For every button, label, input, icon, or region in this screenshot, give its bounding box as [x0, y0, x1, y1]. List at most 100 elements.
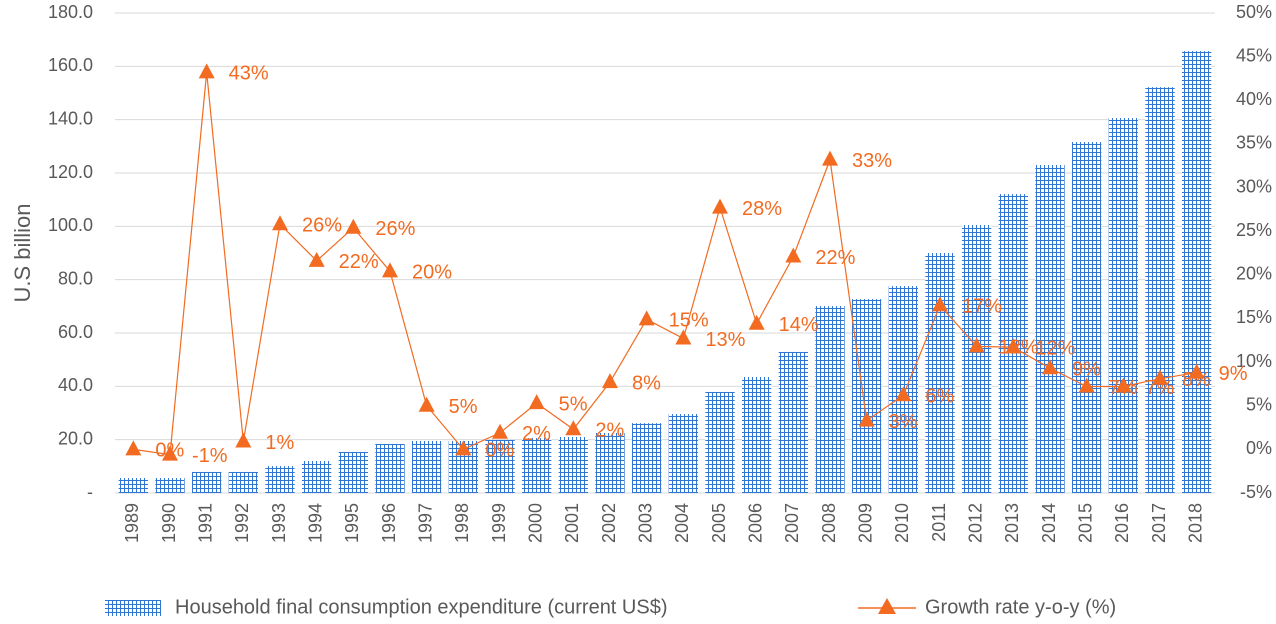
- y-tick-label: -: [87, 482, 93, 502]
- growth-marker: [198, 63, 215, 79]
- x-tick-label: 1994: [305, 503, 325, 543]
- bar: [1072, 142, 1102, 494]
- x-tick-label: 2009: [855, 503, 875, 543]
- y2-tick-label: 25%: [1236, 220, 1272, 240]
- growth-marker: [1188, 363, 1205, 379]
- x-tick-label: 2014: [1039, 503, 1059, 543]
- bar: [412, 441, 442, 493]
- bar: [558, 437, 588, 493]
- growth-marker: [858, 411, 875, 427]
- growth-marker: [932, 296, 948, 312]
- data-label: -1%: [192, 445, 228, 467]
- y2-tick-label: 10%: [1236, 351, 1272, 371]
- bar: [228, 471, 258, 493]
- x-tick-label: 2004: [672, 503, 692, 543]
- growth-marker: [345, 218, 362, 234]
- growth-marker: [895, 386, 912, 402]
- y2-tick-label: 5%: [1246, 394, 1272, 414]
- growth-marker: [528, 394, 545, 410]
- data-label: 22%: [815, 247, 855, 269]
- y-tick-label: 100.0: [48, 215, 93, 235]
- growth-marker: [418, 396, 435, 412]
- growth-marker: [272, 215, 288, 231]
- growth-marker: [638, 310, 655, 326]
- x-tick-label: 1990: [159, 503, 179, 543]
- data-label: 2%: [522, 423, 551, 445]
- x-tick-label: 1993: [269, 503, 289, 543]
- data-label: 9%: [1219, 363, 1248, 385]
- x-tick-label: 2000: [525, 503, 545, 543]
- x-tick-label: 2011: [929, 503, 949, 542]
- x-tick-label: 1995: [342, 503, 362, 543]
- x-tick-label: 2005: [709, 503, 729, 543]
- bar: [1182, 51, 1212, 494]
- bar: [705, 391, 735, 493]
- growth-marker: [712, 198, 728, 214]
- x-tick-label: 2008: [819, 503, 839, 543]
- y2-tick-label: 45%: [1236, 45, 1272, 65]
- data-label: 8%: [632, 372, 661, 394]
- bar: [962, 225, 992, 493]
- data-label: 12%: [1035, 338, 1075, 360]
- bar: [155, 478, 185, 493]
- legend-label: Growth rate y-o-y (%): [925, 596, 1116, 618]
- bar: [1035, 165, 1065, 493]
- growth-marker: [822, 150, 838, 166]
- bar: [925, 253, 955, 493]
- y-axis-label: U.S billion: [10, 203, 35, 302]
- y2-tick-label: 20%: [1236, 264, 1272, 284]
- y-tick-label: 160.0: [48, 55, 93, 75]
- bar: [375, 443, 405, 493]
- bar: [815, 306, 845, 493]
- growth-marker: [968, 337, 985, 353]
- bar: [265, 466, 295, 493]
- y-tick-label: 80.0: [58, 268, 93, 288]
- x-tick-label: 1999: [489, 503, 509, 543]
- x-tick-label: 1992: [232, 503, 252, 543]
- data-label: 17%: [962, 296, 1002, 318]
- x-tick-label: 1997: [415, 503, 435, 543]
- data-label: 1%: [265, 432, 294, 454]
- y-tick-label: 40.0: [58, 375, 93, 395]
- x-tick-label: 1998: [452, 503, 472, 543]
- x-tick-label: 1991: [195, 503, 215, 543]
- data-label: 7%: [1145, 377, 1174, 399]
- data-label: 5%: [559, 393, 588, 415]
- x-tick-label: 2003: [635, 503, 655, 543]
- data-label: 5%: [449, 396, 478, 418]
- growth-marker: [382, 262, 398, 278]
- data-label: 28%: [742, 198, 782, 220]
- data-label: 3%: [889, 411, 918, 433]
- growth-marker: [675, 329, 692, 345]
- y2-tick-label: 40%: [1236, 89, 1272, 109]
- growth-marker: [1005, 338, 1022, 354]
- growth-marker: [1078, 377, 1095, 393]
- bar: [338, 451, 368, 493]
- y2-tick-label: 30%: [1236, 176, 1272, 196]
- data-label: 2%: [595, 420, 624, 442]
- bar: [632, 423, 662, 493]
- growth-marker: [162, 445, 178, 461]
- bar: [485, 439, 515, 493]
- y2-tick-label: 15%: [1236, 307, 1272, 327]
- x-tick-label: 2015: [1075, 503, 1095, 543]
- x-tick-label: 2007: [782, 503, 802, 543]
- bar: [668, 414, 698, 493]
- x-tick-label: 2010: [892, 503, 912, 543]
- y-tick-label: 180.0: [48, 2, 93, 22]
- data-label: 15%: [669, 310, 709, 332]
- y2-tick-label: -5%: [1240, 482, 1272, 502]
- x-tick-label: 2016: [1112, 503, 1132, 543]
- x-tick-label: 2006: [745, 503, 765, 543]
- x-tick-label: 1996: [379, 503, 399, 543]
- data-label: 0%: [485, 440, 514, 462]
- growth-marker: [748, 314, 765, 330]
- bar: [192, 471, 222, 493]
- data-label: 22%: [339, 251, 379, 273]
- x-tick-label: 1989: [122, 503, 142, 543]
- growth-marker: [1042, 359, 1058, 375]
- y2-tick-label: 50%: [1236, 2, 1272, 22]
- y2-tick-label: 35%: [1236, 133, 1272, 153]
- bar: [118, 478, 148, 493]
